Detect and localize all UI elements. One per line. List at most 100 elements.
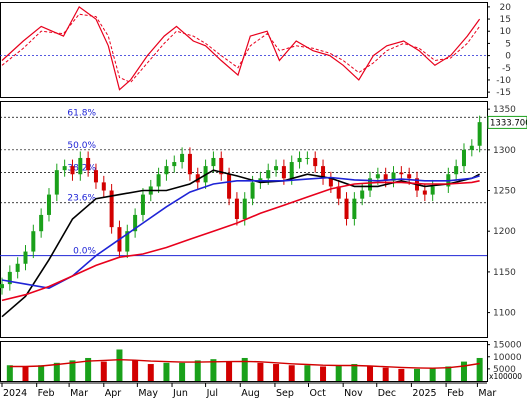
x-axis-label: Nov bbox=[344, 388, 363, 399]
fib-level-label: 50.0% bbox=[67, 141, 96, 151]
x-axis-label: Jul bbox=[206, 388, 218, 399]
volume-bar bbox=[53, 362, 60, 381]
x-axis-label: Apr bbox=[105, 388, 122, 399]
x-axis-label: Feb bbox=[447, 388, 464, 399]
x-axis-label: Dec bbox=[378, 388, 396, 399]
volume-bar bbox=[273, 364, 280, 381]
price-tick-label: 1300 bbox=[493, 146, 516, 156]
price-candle-body bbox=[328, 178, 333, 187]
volume-bar bbox=[304, 365, 311, 381]
price-candle-body bbox=[140, 194, 145, 215]
price-candle-body bbox=[461, 149, 466, 167]
volume-bar bbox=[226, 361, 233, 381]
price-candle-body bbox=[15, 263, 20, 272]
price-candle-body bbox=[101, 182, 106, 191]
volume-ma-line bbox=[9, 358, 480, 369]
price-candle-body bbox=[187, 153, 192, 175]
volume-bar bbox=[132, 360, 139, 381]
price-ma-blue bbox=[1, 175, 480, 290]
last-price-label: 1333.700 bbox=[490, 118, 527, 128]
oscillator-tick-label: 0 bbox=[505, 52, 511, 62]
x-axis-label: Oct bbox=[309, 388, 326, 399]
price-candle-body bbox=[62, 166, 67, 171]
x-axis-label: Mar bbox=[478, 388, 496, 399]
price-candle-body bbox=[360, 190, 365, 199]
last-price-tag bbox=[487, 115, 527, 129]
price-candle-body bbox=[422, 190, 427, 195]
oscillator-signal-line bbox=[1, 13, 481, 84]
volume-bar bbox=[100, 361, 107, 381]
volume-tick-label: 15000 bbox=[493, 341, 522, 351]
price-candle-body bbox=[219, 157, 224, 175]
price-candle-body bbox=[352, 198, 357, 219]
x-axis-label: 2025 bbox=[412, 388, 436, 399]
oscillator-line bbox=[1, 6, 481, 91]
price-candle-body bbox=[70, 166, 75, 175]
price-candle-body bbox=[313, 157, 318, 167]
price-candle-body bbox=[125, 231, 130, 252]
x-axis-label: Feb bbox=[38, 388, 55, 399]
volume-bar bbox=[335, 365, 342, 381]
price-candle-body bbox=[23, 251, 28, 264]
price-candle-body bbox=[305, 157, 310, 159]
volume-bar bbox=[38, 365, 45, 381]
volume-bar bbox=[288, 365, 295, 381]
price-candle-body bbox=[336, 186, 341, 199]
price-candle-body bbox=[430, 186, 435, 195]
price-candle-body bbox=[195, 174, 200, 183]
volume-bar bbox=[179, 362, 186, 381]
volume-bar bbox=[476, 357, 483, 381]
volume-unit-label: x100000 bbox=[489, 372, 522, 381]
price-candle-body bbox=[289, 162, 294, 179]
oscillator-tick-label: 15 bbox=[500, 15, 511, 25]
price-tick-label: 1150 bbox=[493, 268, 516, 278]
price-candle-body bbox=[7, 271, 12, 285]
price-candle-body bbox=[344, 198, 349, 219]
price-candle-body bbox=[54, 170, 59, 195]
price-candle-body bbox=[0, 284, 4, 289]
price-candle-body bbox=[368, 178, 373, 191]
price-tick-label: 1200 bbox=[493, 227, 516, 237]
oscillator-tick-label: 10 bbox=[500, 27, 512, 37]
volume-bar bbox=[241, 357, 248, 381]
volume-bar bbox=[210, 359, 217, 381]
price-candle-body bbox=[266, 170, 271, 179]
oscillator-tick-label: -15 bbox=[496, 88, 511, 98]
volume-bar bbox=[460, 361, 467, 381]
price-candle-body bbox=[383, 174, 388, 181]
price-candle-body bbox=[46, 194, 51, 215]
volume-bar bbox=[429, 367, 436, 381]
oscillator-tick-label: 5 bbox=[505, 39, 511, 49]
volume-tick-label: 5000 bbox=[493, 365, 516, 375]
price-candle-body bbox=[242, 198, 247, 219]
price-candle-body bbox=[391, 172, 396, 181]
volume-bar bbox=[257, 362, 264, 381]
price-candle-body bbox=[297, 157, 302, 163]
price-candle-body bbox=[164, 166, 169, 175]
price-candle-body bbox=[133, 214, 138, 232]
volume-bar bbox=[163, 362, 170, 381]
price-ma-red bbox=[1, 180, 480, 302]
fib-level-label: 23.6% bbox=[67, 194, 96, 204]
fib-level-label: 0.0% bbox=[73, 247, 96, 257]
volume-bar bbox=[147, 364, 154, 381]
price-candle-body bbox=[78, 157, 83, 175]
price-candle-body bbox=[109, 190, 114, 228]
oscillator-tick-label: -5 bbox=[502, 64, 511, 74]
price-candle-body bbox=[407, 174, 412, 179]
volume-bar bbox=[116, 349, 123, 381]
fib-level-label: 61.8% bbox=[67, 108, 96, 118]
oscillator-tick-label: 20 bbox=[500, 3, 512, 13]
price-candle-body bbox=[469, 145, 474, 150]
price-candle-body bbox=[156, 174, 161, 187]
volume-bar bbox=[351, 364, 358, 381]
price-candle-body bbox=[281, 166, 286, 179]
price-candle-body bbox=[39, 214, 44, 232]
price-tick-label: 1250 bbox=[493, 187, 516, 197]
price-candle-body bbox=[172, 162, 177, 167]
x-axis-label: May bbox=[138, 388, 158, 399]
price-candle-body bbox=[211, 157, 216, 167]
x-axis-label: Aug bbox=[241, 388, 260, 399]
